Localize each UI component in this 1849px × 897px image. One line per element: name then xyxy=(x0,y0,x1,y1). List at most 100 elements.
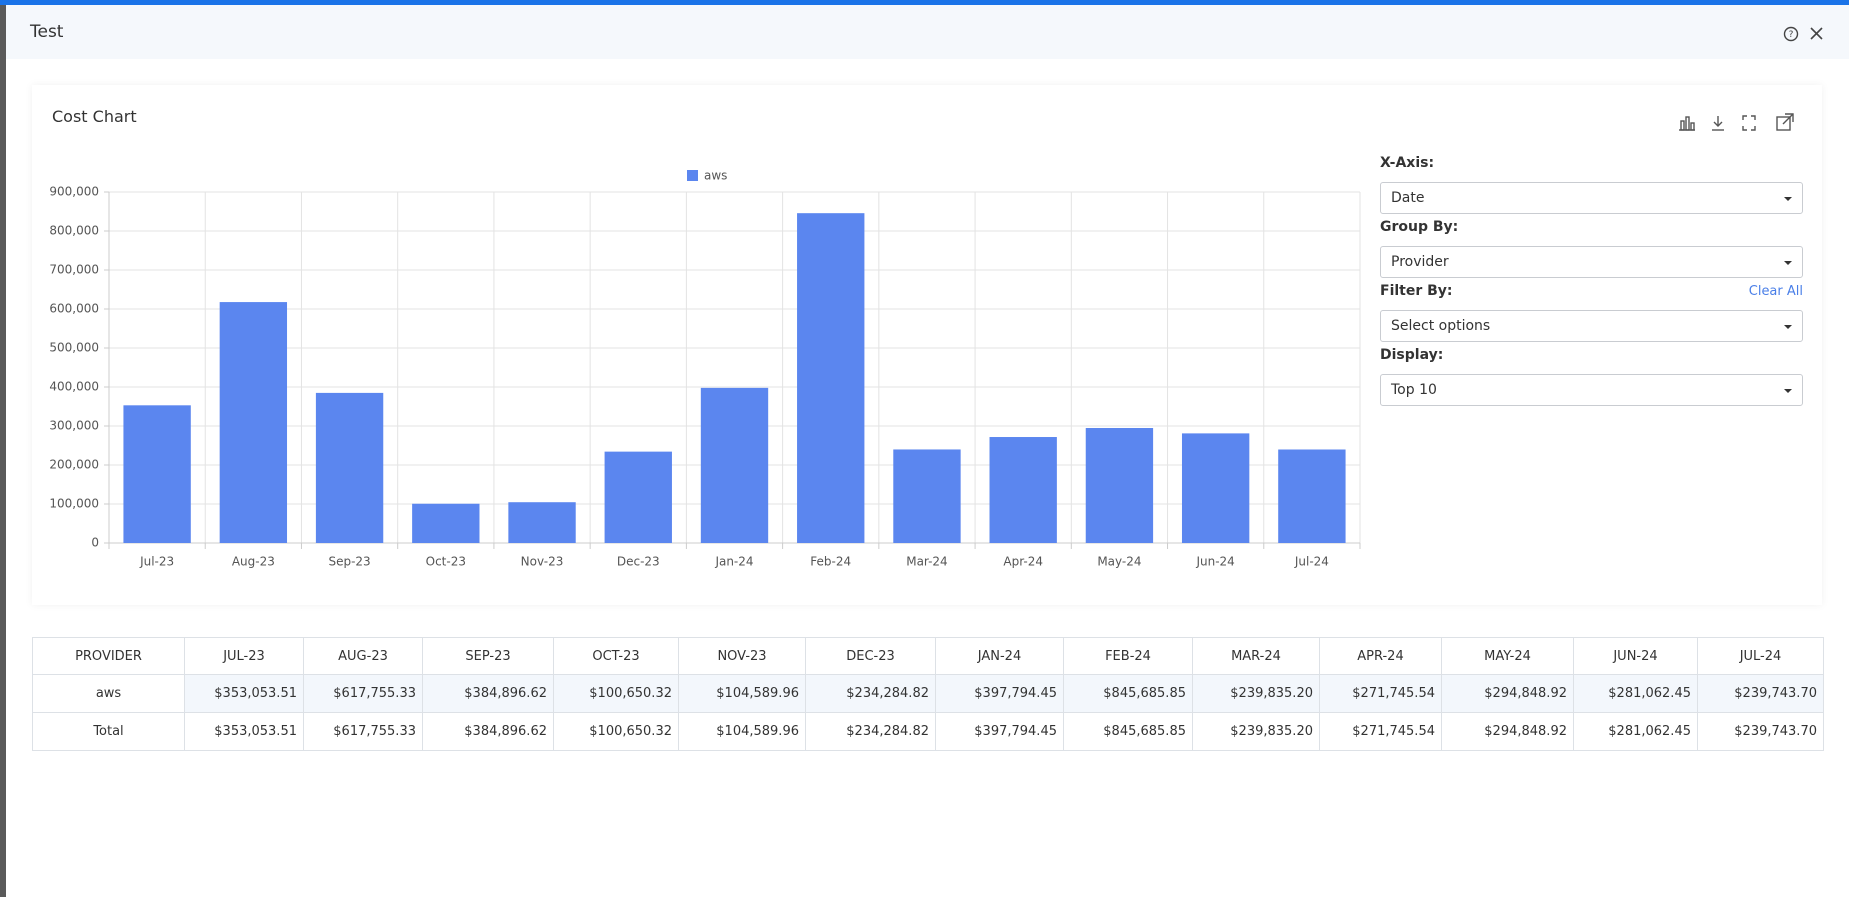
table-cell: $384,896.62 xyxy=(422,674,554,713)
x-tick-label: Jun-24 xyxy=(1195,555,1234,569)
y-tick-label: 400,000 xyxy=(49,380,99,394)
x-tick-label: Oct-23 xyxy=(426,555,466,569)
header-cell: NOV-23 xyxy=(678,637,806,675)
clear-all-link[interactable]: Clear All xyxy=(1748,284,1803,299)
x-tick-label: May-24 xyxy=(1097,555,1141,569)
header-icons: ? xyxy=(1783,26,1823,42)
control-label: X-Axis: xyxy=(1380,155,1435,171)
table-cell: Total xyxy=(32,712,185,751)
table-cell: $271,745.54 xyxy=(1319,674,1442,713)
bar xyxy=(1181,433,1250,543)
help-icon[interactable]: ? xyxy=(1783,26,1799,42)
bar xyxy=(797,213,865,543)
y-tick-label: 700,000 xyxy=(49,263,99,277)
select[interactable]: Top 10 xyxy=(1380,374,1803,406)
y-tick-label: 100,000 xyxy=(49,497,99,511)
card-title: Cost Chart xyxy=(52,107,137,126)
table-cell: $239,743.70 xyxy=(1697,712,1824,751)
select[interactable]: Provider xyxy=(1380,246,1803,278)
legend-label: aws xyxy=(704,169,727,183)
table-cell: $104,589.96 xyxy=(678,674,806,713)
controls: X-Axis: Date Group By: Provider Filter By: Cl… xyxy=(1380,155,1803,415)
x-tick-label: Dec-23 xyxy=(617,555,660,569)
table-cell: $234,284.82 xyxy=(805,712,936,751)
toolbar xyxy=(1679,113,1794,131)
bar-chart: 0 100,000 200,000 300,000 400,000 500,000 600,… xyxy=(49,169,1361,569)
x-tick-label: Feb-24 xyxy=(810,555,851,569)
header-cell: JUL-23 xyxy=(184,637,304,675)
table-cell: $239,743.70 xyxy=(1697,674,1824,713)
x-tick-label: Mar-24 xyxy=(906,555,947,569)
table-cell: $234,284.82 xyxy=(805,674,936,713)
x-tick-label: Aug-23 xyxy=(232,555,275,569)
header-cell: FEB-24 xyxy=(1063,637,1193,675)
y-tick-label: 200,000 xyxy=(49,458,99,472)
chart-type-icon[interactable] xyxy=(1679,116,1695,131)
x-tick-label: Jul-24 xyxy=(1294,555,1329,569)
backdrop-edge xyxy=(0,5,6,897)
data-table: PROVIDER JUL-23 AUG-23 SEP-23 OCT-23 NOV-23 DE… xyxy=(32,637,1824,751)
control-label: Filter By: xyxy=(1380,283,1453,299)
table-cell: aws xyxy=(32,674,185,713)
table-cell: $845,685.85 xyxy=(1063,712,1193,751)
x-tick-label: Apr-24 xyxy=(1003,555,1043,569)
close-icon[interactable] xyxy=(1810,27,1823,40)
header-cell: OCT-23 xyxy=(553,637,679,675)
svg-text:?: ? xyxy=(1789,30,1794,40)
bar xyxy=(604,451,672,543)
open-icon[interactable] xyxy=(1776,113,1794,131)
header-cell: AUG-23 xyxy=(303,637,423,675)
table-row: Total $353,053.51 $617,755.33 $384,896.62 $1… xyxy=(32,712,1824,751)
table-cell: $100,650.32 xyxy=(553,674,679,713)
bar xyxy=(315,392,384,543)
bar xyxy=(1278,449,1346,543)
bar xyxy=(508,502,576,543)
header-cell: JAN-24 xyxy=(935,637,1064,675)
y-tick-label: 800,000 xyxy=(49,224,99,238)
download-icon[interactable] xyxy=(1712,116,1724,131)
table-cell: $397,794.45 xyxy=(935,674,1064,713)
header-row: PROVIDER JUL-23 AUG-23 SEP-23 OCT-23 NOV-23 DE… xyxy=(32,637,1824,675)
header-cell: APR-24 xyxy=(1319,637,1442,675)
table-cell: $617,755.33 xyxy=(303,674,423,713)
modal-title: Test xyxy=(30,22,64,42)
table-cell: $281,062.45 xyxy=(1573,712,1698,751)
control-label: Display: xyxy=(1380,347,1444,363)
x-tick-label: Nov-23 xyxy=(521,555,564,569)
select[interactable]: Date xyxy=(1380,182,1803,214)
x-tick-label: Jan-24 xyxy=(714,555,753,569)
bar xyxy=(893,449,961,543)
fullscreen-icon[interactable] xyxy=(1742,115,1756,131)
select[interactable]: Select options xyxy=(1380,310,1803,342)
table-cell: $281,062.45 xyxy=(1573,674,1698,713)
table-cell: $294,848.92 xyxy=(1441,674,1574,713)
y-tick-label: 600,000 xyxy=(49,302,99,316)
table-cell: $294,848.92 xyxy=(1441,712,1574,751)
bar xyxy=(123,405,191,543)
table-cell: $239,835.20 xyxy=(1192,674,1320,713)
header-cell: JUL-24 xyxy=(1697,637,1824,675)
header-cell: MAY-24 xyxy=(1441,637,1574,675)
table-cell: $239,835.20 xyxy=(1192,712,1320,751)
bar xyxy=(412,503,480,543)
table-cell: $353,053.51 xyxy=(184,712,304,751)
table-cell: $845,685.85 xyxy=(1063,674,1193,713)
table-cell: $104,589.96 xyxy=(678,712,806,751)
table-cell: $384,896.62 xyxy=(422,712,554,751)
table-row: aws $353,053.51 $617,755.33 $384,896.62 $100… xyxy=(32,674,1824,713)
modal-header xyxy=(6,5,1849,59)
x-tick-label: Sep-23 xyxy=(328,555,370,569)
header-cell: SEP-23 xyxy=(422,637,554,675)
bar xyxy=(1085,428,1154,543)
control-label: Group By: xyxy=(1380,219,1459,235)
table-cell: $271,745.54 xyxy=(1319,712,1442,751)
table-cell: $353,053.51 xyxy=(184,674,304,713)
y-tick-label: 300,000 xyxy=(49,419,99,433)
header-cell: MAR-24 xyxy=(1192,637,1320,675)
bar xyxy=(219,302,288,543)
y-tick-label: 500,000 xyxy=(49,341,99,355)
table-cell: $397,794.45 xyxy=(935,712,1064,751)
x-tick-label: Jul-23 xyxy=(139,555,174,569)
table-cell: $100,650.32 xyxy=(553,712,679,751)
